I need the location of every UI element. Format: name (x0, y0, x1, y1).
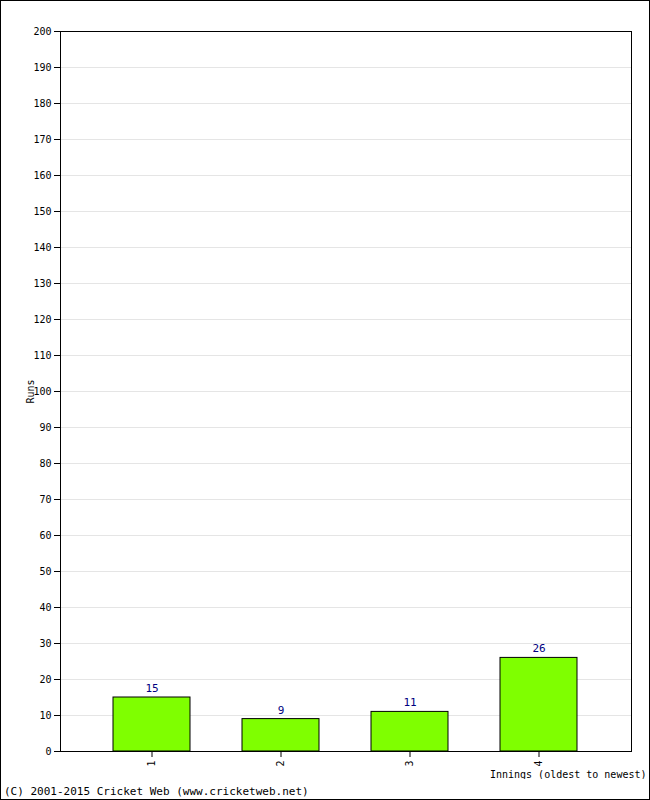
svg-text:140: 140 (33, 242, 51, 253)
svg-text:3: 3 (404, 761, 415, 767)
svg-text:110: 110 (33, 350, 51, 361)
svg-text:80: 80 (39, 458, 51, 469)
svg-text:20: 20 (39, 674, 51, 685)
svg-text:190: 190 (33, 62, 51, 73)
svg-text:180: 180 (33, 98, 51, 109)
svg-text:90: 90 (39, 422, 51, 433)
svg-text:15: 15 (145, 682, 158, 695)
svg-text:Innings (oldest to newest): Innings (oldest to newest) (490, 769, 647, 780)
svg-text:100: 100 (33, 386, 51, 397)
svg-text:70: 70 (39, 494, 51, 505)
svg-text:150: 150 (33, 206, 51, 217)
svg-text:170: 170 (33, 134, 51, 145)
svg-text:130: 130 (33, 278, 51, 289)
svg-text:1: 1 (146, 761, 157, 767)
html-text:(C) 2001-2015 Cricket Web (www: (C) 2001-2015 Cricket Web (www.cricketwe… (4, 785, 309, 798)
svg-text:9: 9 (278, 704, 285, 717)
svg-text:50: 50 (39, 566, 51, 577)
svg-text:120: 120 (33, 314, 51, 325)
svg-text:4: 4 (533, 761, 544, 767)
svg-text:2: 2 (275, 761, 286, 767)
svg-text:11: 11 (403, 696, 416, 709)
svg-text:Runs: Runs (25, 379, 36, 403)
svg-text:30: 30 (39, 638, 51, 649)
svg-text:200: 200 (33, 26, 51, 37)
svg-text:40: 40 (39, 602, 51, 613)
svg-text:60: 60 (39, 530, 51, 541)
svg-text:160: 160 (33, 170, 51, 181)
svg-text:26: 26 (532, 642, 545, 655)
svg-text:10: 10 (39, 710, 51, 721)
svg-text:0: 0 (45, 746, 51, 757)
